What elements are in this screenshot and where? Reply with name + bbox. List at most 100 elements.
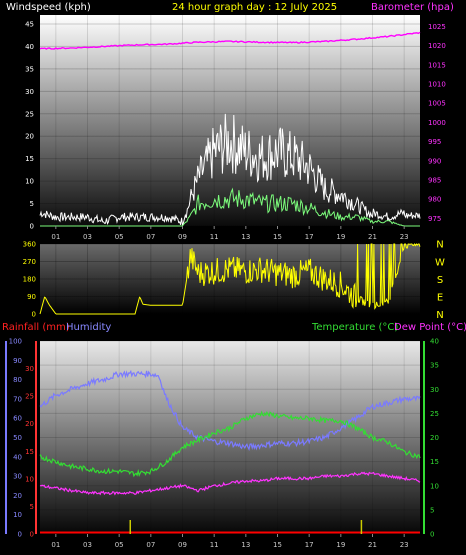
temperature-tick-label: 5 (430, 506, 434, 514)
windspeed-tick-label: 40 (25, 43, 34, 51)
windspeed-tick-label: 30 (25, 88, 34, 96)
x-tick-label: 17 (305, 541, 314, 549)
wind-direction-series (39, 242, 421, 315)
humidity-tick-label: 20 (13, 492, 22, 500)
barometer-line (39, 31, 421, 50)
temperature-tick-label: 35 (430, 362, 439, 370)
x-tick-label: 03 (83, 541, 92, 549)
x-tick-label: 15 (273, 541, 282, 549)
rain-hum-temp-plot-area (40, 341, 420, 534)
rain-hum-temp-x-ticks: 01 03 05 07 09 11 13 15 17 19 21 23 (51, 534, 409, 549)
x-tick-label: 21 (368, 541, 377, 549)
barometer-tick-label: 1005 (428, 100, 446, 108)
humidity-legend: Humidity (66, 322, 111, 333)
barometer-tick-label: 1025 (428, 23, 446, 31)
temperature-tick-label: 20 (430, 434, 439, 442)
humidity-tick-label: 50 (13, 434, 22, 442)
temperature-tick-label: 30 (430, 386, 439, 394)
temperature-tick-label: 40 (430, 338, 439, 346)
x-tick-label: 09 (178, 541, 187, 549)
temperature-tick-label: 10 (430, 482, 439, 490)
windspeed-axis-ticks: 0 5 10 15 20 25 30 35 40 45 (25, 20, 34, 230)
x-tick-label: 11 (210, 541, 219, 549)
rainfall-tick-label: 20 (25, 420, 34, 428)
humidity-tick-label: 80 (13, 376, 22, 384)
windspeed-tick-label: 25 (25, 110, 34, 118)
x-tick-label: 01 (51, 541, 60, 549)
humidity-tick-label: 0 (18, 531, 22, 539)
rainfall-tick-label: 0 (30, 531, 34, 539)
temperature-legend: Temperature (°C) (311, 322, 398, 333)
direction-tick-label: 0 (32, 311, 36, 319)
rainfall-legend: Rainfall (mm) (2, 322, 70, 333)
humidity-tick-label: 90 (13, 357, 22, 365)
rainfall-tick-label: 30 (25, 365, 34, 373)
wind-baro-series (39, 31, 421, 227)
temperature-line (39, 410, 421, 478)
x-tick-label: 05 (115, 541, 124, 549)
compass-label: N (436, 310, 443, 321)
x-tick-label: 13 (241, 541, 250, 549)
direction-tick-label: 90 (27, 293, 36, 301)
dewpoint-legend: Dew Point (°C) (394, 322, 466, 333)
x-tick-label: 17 (305, 233, 314, 241)
windspeed-tick-label: 10 (25, 178, 34, 186)
humidity-tick-label: 60 (13, 415, 22, 423)
humidity-tick-label: 100 (9, 338, 22, 346)
compass-label: S (437, 275, 443, 286)
x-tick-label: 05 (115, 233, 124, 241)
rainfall-tick-label: 15 (25, 448, 34, 456)
barometer-tick-label: 995 (428, 138, 441, 146)
x-tick-label: 01 (51, 233, 60, 241)
humidity-tick-label: 70 (13, 395, 22, 403)
x-tick-label: 21 (368, 233, 377, 241)
windspeed-line (39, 113, 421, 226)
direction-tick-label: 360 (23, 241, 36, 249)
compass-label: E (437, 293, 443, 304)
barometer-label: Barometer (hpa) (371, 2, 454, 13)
windspeed-tick-label: 45 (25, 20, 34, 28)
windspeed-tick-label: 0 (30, 223, 34, 231)
humidity-axis-ticks: 0 10 20 30 40 50 60 70 80 90 100 (9, 338, 22, 539)
barometer-tick-label: 975 (428, 215, 441, 223)
temperature-tick-label: 15 (430, 458, 439, 466)
rain-hum-temp-series (39, 369, 421, 534)
humidity-tick-label: 30 (13, 473, 22, 481)
x-tick-label: 03 (83, 233, 92, 241)
windspeed-tick-label: 20 (25, 133, 34, 141)
barometer-tick-label: 1020 (428, 42, 446, 50)
barometer-tick-label: 990 (428, 157, 441, 165)
barometer-tick-label: 980 (428, 196, 441, 204)
wind-baro-plot-area (40, 15, 420, 226)
barometer-tick-label: 1010 (428, 81, 446, 89)
rainfall-tick-label: 10 (25, 475, 34, 483)
dewpoint-line (39, 471, 421, 496)
x-tick-label: 11 (210, 233, 219, 241)
wind-baro-x-ticks: 01 03 05 07 09 11 13 15 17 19 21 23 (51, 226, 409, 241)
direction-degree-ticks: 0 90 180 270 360 (23, 241, 36, 319)
x-tick-label: 09 (178, 233, 187, 241)
x-tick-label: 07 (146, 233, 155, 241)
x-tick-label: 23 (400, 541, 409, 549)
wind-direction-line (39, 242, 421, 315)
graph-date-title: 24 hour graph day : 12 July 2025 (172, 2, 337, 13)
x-tick-label: 07 (146, 541, 155, 549)
humidity-tick-label: 10 (13, 511, 22, 519)
temperature-tick-label: 25 (430, 410, 439, 418)
rainfall-axis-ticks: 0 5 10 15 20 25 30 (25, 365, 34, 538)
barometer-tick-label: 1015 (428, 61, 446, 69)
wind-average-line (40, 187, 420, 227)
barometer-axis-ticks: 975 980 985 990 995 1000 1005 1010 1015 1020 1025 (428, 23, 446, 223)
x-tick-label: 15 (273, 233, 282, 241)
temperature-axis-ticks: 0 5 10 15 20 25 30 35 40 (430, 338, 439, 539)
direction-tick-label: 270 (23, 258, 36, 266)
x-tick-label: 19 (336, 233, 345, 241)
rainfall-tick-label: 25 (25, 393, 34, 401)
windspeed-label: Windspeed (kph) (6, 2, 91, 13)
x-tick-label: 23 (400, 233, 409, 241)
humidity-line (39, 369, 421, 451)
x-tick-label: 19 (336, 541, 345, 549)
barometer-tick-label: 1000 (428, 119, 446, 127)
